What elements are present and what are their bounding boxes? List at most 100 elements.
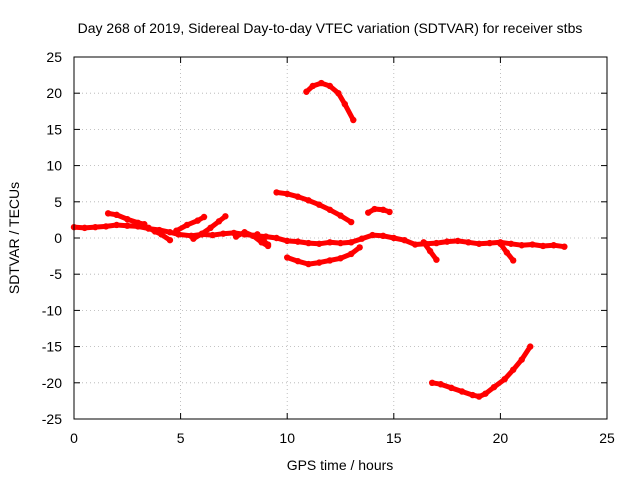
data-point (216, 218, 222, 224)
data-point (327, 207, 333, 213)
plot-frame (74, 57, 607, 419)
data-point (335, 90, 341, 96)
data-point (487, 240, 493, 246)
data-point (342, 101, 348, 107)
data-point (152, 228, 158, 234)
data-point (386, 209, 392, 215)
x-tick-label: 20 (493, 430, 509, 446)
data-point (310, 83, 316, 89)
data-point (207, 225, 213, 231)
y-tick-label: 15 (46, 121, 62, 137)
data-point (540, 243, 546, 249)
x-tick-label: 0 (70, 430, 78, 446)
data-point (113, 222, 119, 228)
data-point (199, 230, 205, 236)
data-point (305, 261, 311, 267)
y-tick-label: 20 (46, 85, 62, 101)
data-point (476, 241, 482, 247)
data-point (380, 207, 386, 213)
data-point (429, 380, 435, 386)
data-point (201, 214, 207, 220)
data-point (135, 220, 141, 226)
y-tick-label: -20 (42, 375, 62, 391)
y-tick-label: -15 (42, 339, 62, 355)
y-tick-label: -5 (50, 266, 63, 282)
data-point (337, 212, 343, 218)
data-point (350, 117, 356, 123)
data-point (433, 240, 439, 246)
data-point (295, 258, 301, 264)
data-point (316, 241, 322, 247)
data-point (124, 222, 130, 228)
data-point (295, 238, 301, 244)
data-point (448, 385, 454, 391)
data-point (482, 390, 488, 396)
data-point (103, 223, 109, 229)
data-point (265, 241, 271, 247)
data-point (222, 213, 228, 219)
data-point (273, 235, 279, 241)
y-axis-label: SDTVAR / TECUs (6, 182, 22, 294)
data-point (412, 241, 418, 247)
data-point (508, 241, 514, 247)
data-point (209, 232, 215, 238)
y-tick-label: 25 (46, 49, 62, 65)
data-point (459, 388, 465, 394)
data-point (497, 241, 503, 247)
data-point (316, 201, 322, 207)
data-point (380, 233, 386, 239)
y-tick-label: -10 (42, 302, 62, 318)
data-point (241, 229, 247, 235)
data-point (455, 238, 461, 244)
data-point (465, 239, 471, 245)
data-point (365, 209, 371, 215)
data-series (71, 80, 568, 400)
data-point (284, 191, 290, 197)
data-point (510, 257, 516, 263)
data-point (305, 197, 311, 203)
data-point (420, 239, 426, 245)
data-point (476, 393, 482, 399)
chart-title: Day 268 of 2019, Sidereal Day-to-day VTE… (78, 20, 583, 36)
x-tick-label: 5 (177, 430, 185, 446)
data-point (427, 248, 433, 254)
data-point (254, 231, 260, 237)
data-point (316, 259, 322, 265)
data-point (167, 229, 173, 235)
data-point (327, 239, 333, 245)
data-point (190, 236, 196, 242)
data-point (173, 228, 179, 234)
data-point (469, 392, 475, 398)
data-point (391, 235, 397, 241)
data-point (371, 206, 377, 212)
data-point (444, 238, 450, 244)
x-tick-label: 15 (386, 430, 402, 446)
data-point (501, 376, 507, 382)
data-point (113, 212, 119, 218)
data-point (220, 230, 226, 236)
data-point (519, 356, 525, 362)
data-point (438, 381, 444, 387)
data-point (369, 232, 375, 238)
grid (74, 57, 607, 419)
data-point (124, 216, 130, 222)
y-tick-label: 0 (54, 230, 62, 246)
axis-ticks: 0 5 10 15 20 25 25 20 15 10 5 0 -5 -10 -15 -20 -25 (42, 49, 615, 446)
data-point (92, 224, 98, 230)
data-point (433, 257, 439, 263)
data-point (305, 240, 311, 246)
data-point (284, 254, 290, 260)
data-point (184, 222, 190, 228)
data-point (348, 239, 354, 245)
data-point (273, 189, 279, 195)
data-point (510, 367, 516, 373)
data-point (348, 219, 354, 225)
data-point (284, 238, 290, 244)
x-tick-label: 25 (599, 430, 615, 446)
data-point (551, 242, 557, 248)
data-point (318, 80, 324, 86)
x-axis-label: GPS time / hours (287, 457, 394, 473)
data-point (359, 236, 365, 242)
chart: Day 268 of 2019, Sidereal Day-to-day VTE… (0, 0, 640, 480)
data-point (295, 194, 301, 200)
